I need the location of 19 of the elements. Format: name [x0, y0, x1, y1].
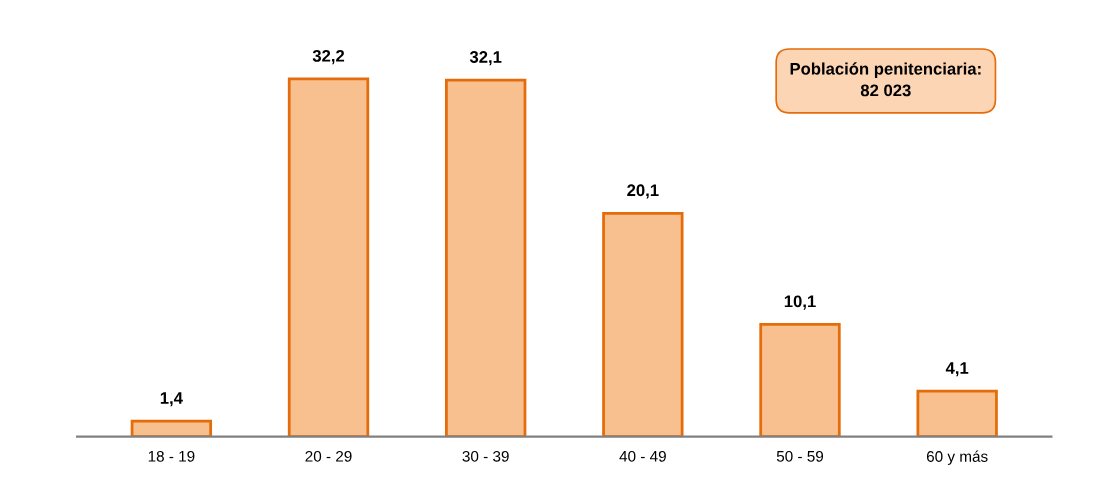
data-label: 4,1 — [945, 362, 969, 377]
x-tick-label: 40 - 49 — [619, 450, 666, 462]
x-tick-label: 30 - 39 — [462, 450, 509, 462]
bar — [759, 323, 841, 437]
annotation: Población penitenciaria: 82 023 — [790, 62, 981, 97]
data-label: 20,1 — [627, 184, 659, 199]
bar — [130, 419, 213, 437]
bar — [602, 211, 684, 437]
data-label: 32,2 — [312, 49, 345, 65]
x-tick-label: 50 - 59 — [776, 450, 824, 462]
x-tick-label: 18 - 19 — [148, 450, 195, 462]
x-tick-label: 60 y más — [926, 450, 988, 465]
data-label: 32,1 — [469, 51, 502, 66]
data-label: 10,1 — [784, 295, 816, 310]
data-label: 1,4 — [160, 392, 183, 407]
bar — [445, 78, 527, 437]
x-tick-label: 20 - 29 — [305, 450, 352, 462]
bar — [287, 77, 370, 437]
bar — [916, 389, 998, 437]
